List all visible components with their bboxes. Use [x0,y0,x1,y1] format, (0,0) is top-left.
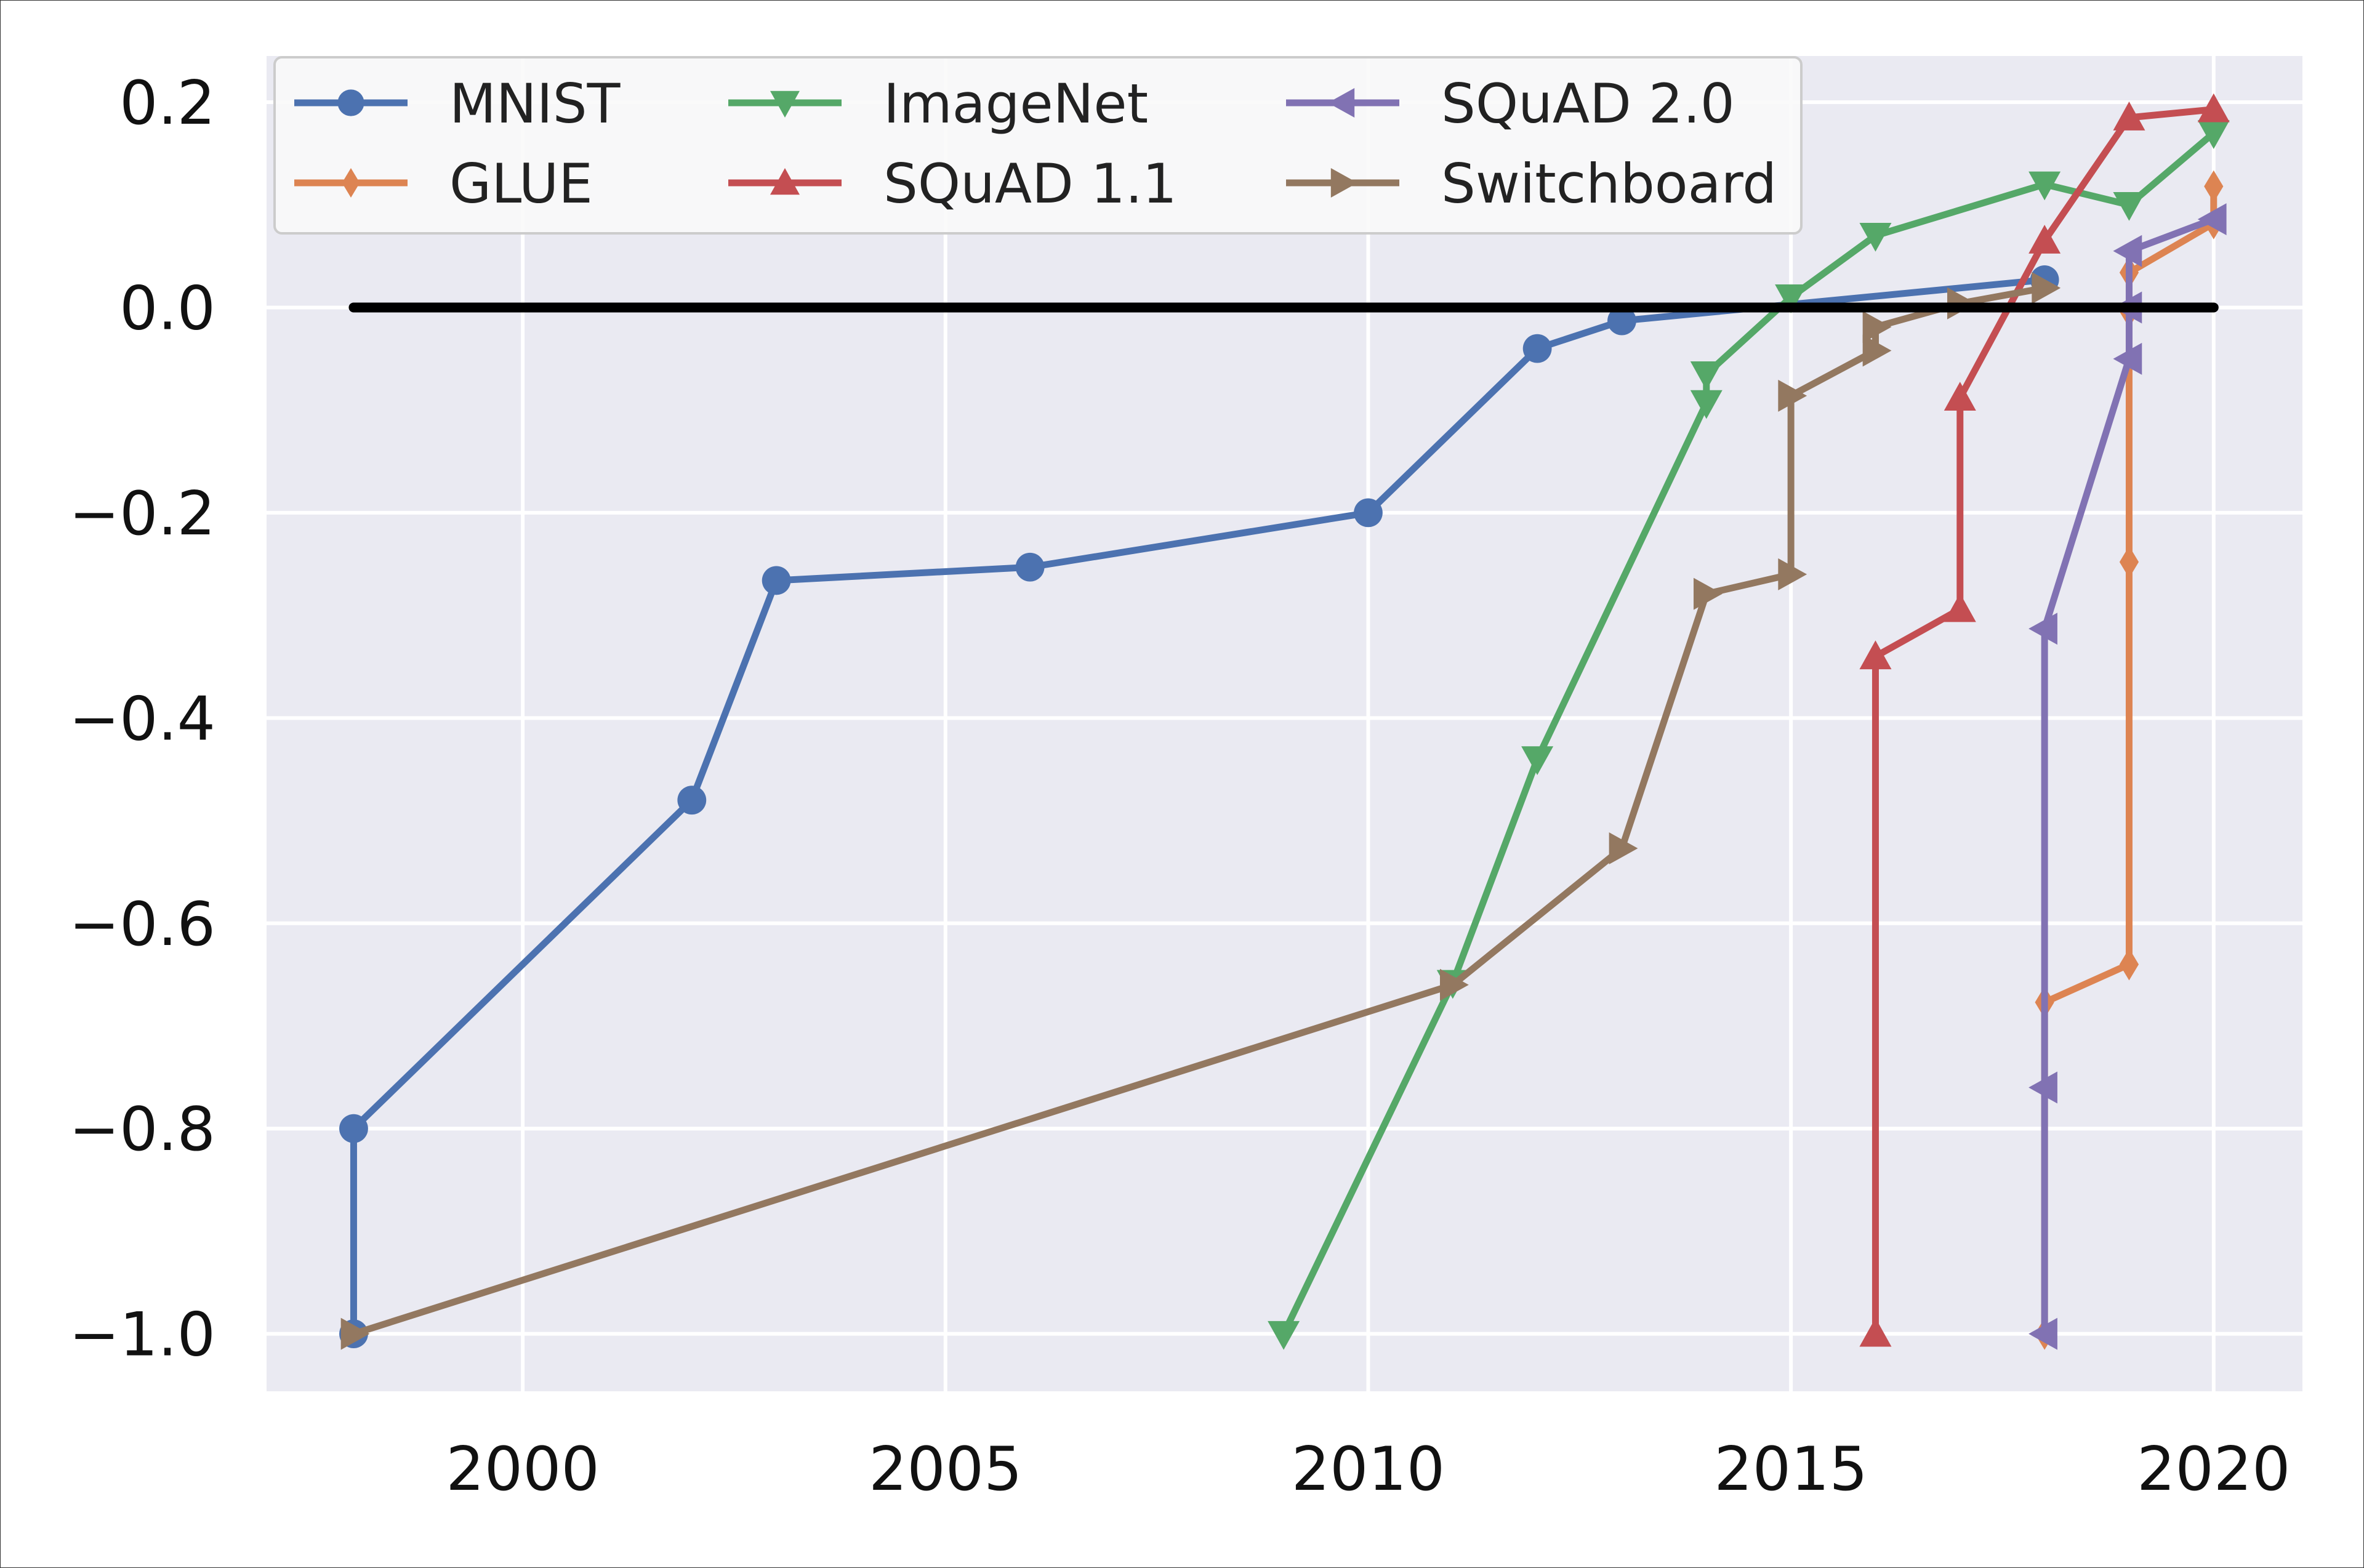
y-tick-label: 0.0 [119,273,215,344]
data-point [2197,203,2227,236]
data-point [1015,552,1045,582]
legend-item: MNIST [294,72,621,135]
x-tick-label: 2000 [446,1434,599,1505]
data-point [1693,577,1723,610]
legend-item: ImageNet [728,72,1148,135]
legend-label: ImageNet [883,72,1148,135]
data-point [1862,311,1892,344]
y-tick-label: −0.2 [69,479,215,549]
triangle-left-marker [1328,88,1355,118]
data-point [1944,593,1976,622]
data-point [1778,558,1807,590]
legend-label: SQuAD 1.1 [883,152,1177,215]
data-point [1862,334,1892,367]
x-tick-label: 2015 [1714,1434,1867,1505]
data-point [1439,968,1469,1001]
series-imagenet [1268,120,2230,1350]
data-point [1607,306,1636,336]
y-tick-label: −0.4 [69,684,215,754]
plot-background [267,56,2302,1391]
series-group [339,93,2230,1350]
triangle-down-marker [770,90,800,118]
series-squad-1-1 [1859,93,2230,1347]
data-point [1268,1321,1300,1350]
y-tick-label: −0.6 [69,890,215,960]
data-point [2113,191,2145,221]
data-point [1944,382,1976,411]
data-point [1690,390,1723,419]
data-point [2113,235,2142,267]
data-point [2197,93,2230,123]
data-point [1859,640,1892,670]
legend-label: Switchboard [1441,152,1777,215]
data-point [1690,361,1723,390]
data-point [677,786,707,815]
legend-label: MNIST [449,72,621,135]
data-point [2119,545,2139,578]
legend-item: Switchboard [1286,152,1777,215]
legend-box [273,56,1803,235]
triangle-right-marker [1330,168,1357,198]
data-point [1609,832,1638,865]
data-point [2028,171,2061,201]
y-tick-label: −0.8 [69,1095,215,1165]
diamond-marker [342,168,360,198]
legend: MNIST GLUE ImageNet SQuAD 1.1 SQuAD 2.0 Switc… [273,56,1803,235]
x-tick-label: 2010 [1292,1434,1445,1505]
data-point [2028,225,2061,254]
series-switchboard [340,271,2061,1350]
data-point [1859,222,1892,252]
data-point [1354,498,1383,528]
data-point [2028,1071,2057,1104]
data-point [1521,746,1554,776]
legend-label: GLUE [449,152,593,215]
data-point [2197,120,2230,150]
series-line [350,284,2048,1338]
data-point [2119,948,2139,981]
circle-marker [337,89,364,116]
tick-labels: 2000 2005 2010 2015 2020 0.2 0.0 −0.2 −0.4 −0.6 −0… [69,68,2290,1505]
y-tick-label: −1.0 [69,1300,215,1370]
legend-item: SQuAD 1.1 [728,152,1177,215]
data-point [2032,271,2061,304]
triangle-up-marker [770,168,800,195]
legend-item: GLUE [294,152,593,215]
data-point [2113,342,2142,375]
legend-item: SQuAD 2.0 [1286,72,1735,135]
series-line [1280,129,2217,1338]
legend-label: SQuAD 2.0 [1441,72,1735,135]
data-point [2113,102,2145,131]
x-tick-label: 2020 [2137,1434,2290,1505]
data-point [1778,379,1807,412]
data-point [762,566,791,595]
data-point [1859,1317,1892,1347]
data-point [1522,334,1552,363]
series-squad-2-0 [2028,203,2227,1350]
data-point [339,1114,368,1143]
series-line [2041,183,2217,1338]
data-point [340,1317,370,1350]
data-point [2204,170,2224,203]
data-point [2028,613,2057,645]
data-point [1775,284,1807,313]
y-tick-label: 0.2 [119,68,215,139]
x-tick-label: 2005 [869,1434,1022,1505]
data-point [2028,1317,2057,1350]
